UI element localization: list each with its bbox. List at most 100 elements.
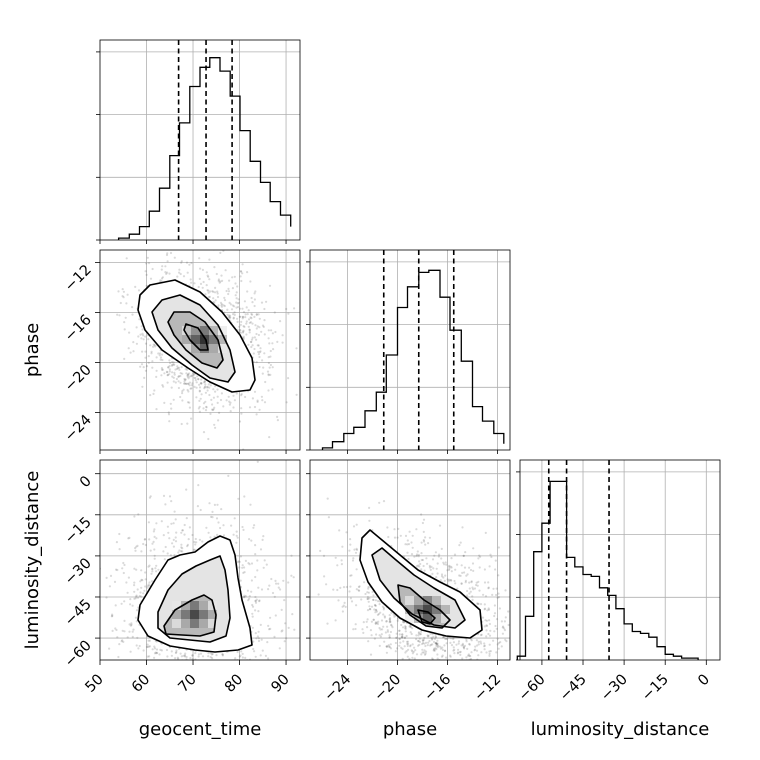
sample-point — [292, 576, 295, 579]
sample-point — [485, 651, 488, 654]
sample-point — [466, 589, 469, 593]
sample-point — [247, 309, 250, 312]
sample-point — [420, 541, 423, 544]
sample-point — [449, 637, 453, 640]
sample-point — [445, 642, 448, 645]
sample-point — [406, 539, 409, 542]
sample-point — [372, 618, 375, 621]
sample-point — [243, 595, 246, 599]
sample-point — [215, 654, 218, 657]
sample-point — [236, 650, 239, 654]
sample-point — [212, 408, 215, 411]
sample-point — [128, 630, 131, 633]
sample-point — [161, 368, 164, 371]
sample-point — [154, 567, 157, 570]
sample-point — [127, 537, 130, 540]
sample-point — [143, 538, 146, 541]
sample-point — [181, 392, 184, 395]
sample-point — [396, 619, 399, 622]
sample-point — [210, 398, 213, 401]
sample-point — [236, 285, 239, 288]
sample-point — [488, 654, 491, 657]
sample-point — [510, 606, 512, 608]
sample-point — [250, 590, 253, 593]
sample-point — [398, 644, 401, 647]
sample-point — [250, 562, 254, 565]
sample-point — [140, 550, 143, 553]
sample-point — [199, 674, 201, 676]
sample-point — [187, 382, 190, 385]
sample-point — [503, 627, 506, 630]
sample-point — [464, 672, 466, 674]
sample-point — [225, 661, 227, 663]
sample-point — [206, 386, 209, 389]
sample-point — [191, 654, 194, 657]
sample-point — [173, 678, 175, 680]
sample-point — [355, 548, 359, 552]
panel-geocent_time-luminosity_distance — [100, 460, 300, 689]
sample-point — [242, 528, 245, 532]
sample-point — [163, 666, 165, 668]
sample-point — [204, 391, 207, 394]
sample-point — [485, 619, 489, 622]
sample-point — [418, 565, 421, 568]
sample-point — [250, 539, 253, 542]
sample-point — [424, 652, 427, 655]
sample-point — [345, 531, 348, 534]
sample-point — [404, 627, 407, 630]
contour-line-1 — [157, 555, 231, 643]
density-cell — [441, 605, 450, 614]
sample-point — [410, 669, 412, 671]
sample-point — [448, 564, 451, 567]
sample-point — [476, 666, 478, 668]
sample-point — [263, 307, 266, 311]
sample-point — [217, 679, 219, 681]
sample-point — [217, 667, 219, 669]
sample-point — [232, 313, 235, 316]
sample-point — [428, 536, 431, 539]
sample-point — [423, 642, 426, 645]
sample-point — [503, 620, 506, 623]
sample-point — [219, 687, 221, 689]
contour-line-0 — [137, 279, 256, 393]
sample-point — [395, 636, 398, 640]
sample-point — [469, 655, 472, 658]
sample-point — [182, 654, 185, 657]
sample-point — [342, 586, 346, 589]
sample-point — [250, 317, 253, 320]
sample-point — [422, 530, 425, 534]
sample-point — [477, 640, 480, 644]
sample-point — [439, 662, 441, 664]
sample-point — [463, 647, 466, 650]
sample-point — [449, 565, 452, 568]
sample-point — [232, 533, 235, 536]
sample-point — [379, 611, 382, 614]
sample-point — [273, 311, 276, 314]
sample-point — [128, 623, 131, 626]
sample-point — [185, 488, 188, 491]
sample-point — [244, 664, 246, 666]
sample-point — [231, 276, 234, 279]
sample-point — [164, 265, 167, 268]
density-peak — [182, 326, 227, 353]
density-cell — [182, 344, 191, 353]
sample-point — [123, 563, 126, 567]
sample-point — [426, 644, 429, 647]
sample-point — [398, 629, 401, 632]
sample-point — [172, 545, 175, 548]
sample-point — [169, 402, 172, 405]
sample-point — [176, 669, 178, 671]
sample-point — [176, 365, 179, 368]
sample-point — [268, 628, 271, 631]
sample-point — [326, 497, 329, 500]
sample-point — [436, 639, 439, 642]
sample-point — [431, 572, 434, 576]
sample-point — [261, 399, 264, 402]
sample-point — [275, 582, 278, 585]
sample-point — [195, 541, 198, 544]
sample-point — [405, 650, 408, 653]
sample-point — [116, 636, 119, 639]
sample-point — [265, 563, 268, 566]
sample-point — [507, 610, 510, 613]
sample-point — [171, 360, 174, 364]
